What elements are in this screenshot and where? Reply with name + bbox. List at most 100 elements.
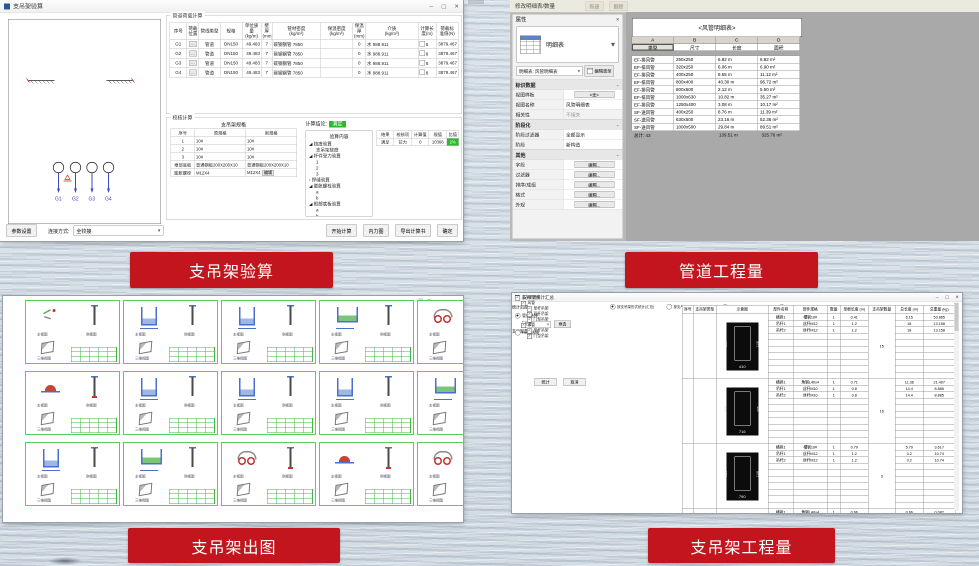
maximize-icon[interactable]: ▢ xyxy=(944,294,950,300)
connection-select[interactable]: 全铰接 ▾ xyxy=(73,225,164,236)
property-row[interactable]: 外观 编辑... xyxy=(512,199,623,210)
table-row[interactable]: G3… 管道 DN150 49.483 7 碳钢钢管 7850 0 水 988.911 8 387… xyxy=(169,58,459,68)
scrollbar-thumb[interactable] xyxy=(954,303,959,331)
property-row[interactable]: 视图名称 风管明细表 xyxy=(512,99,623,110)
property-row[interactable]: 阶段过滤器 全部显示 xyxy=(512,129,623,140)
tree-item[interactable]: ✓ 支吊架类型 xyxy=(515,295,541,301)
model-preview[interactable]: G1 G2 G3 G4 xyxy=(8,19,161,224)
tree-item[interactable]: ◢ 挠度验算 xyxy=(309,141,332,147)
schedule-column-header[interactable]: 长度 xyxy=(715,43,758,51)
tree-item[interactable]: b xyxy=(316,213,319,217)
property-row[interactable]: 视图样板 <无> xyxy=(512,89,623,100)
scrollbar[interactable] xyxy=(954,302,959,511)
drawing-sheet[interactable]: 主视图侧视图三维视图 xyxy=(25,442,120,506)
radio-icon[interactable] xyxy=(515,330,521,336)
edit-type-button[interactable]: 编辑类型 xyxy=(584,65,615,77)
property-group-header[interactable]: 其他 ⌄ xyxy=(512,149,623,160)
checkbox-icon[interactable]: ✓ xyxy=(527,306,532,312)
checkbox-icon[interactable]: ✓ xyxy=(515,295,520,301)
action-button[interactable]: 取消 xyxy=(563,378,586,386)
checkbox-icon[interactable]: ✓ xyxy=(527,312,532,317)
tree-item[interactable]: ✓ 单杆吊架 xyxy=(527,328,549,334)
property-group-header[interactable]: 阶段化 ⌄ xyxy=(512,119,623,130)
table-row[interactable]: EF-排风管 1250x400 3.08 m 10.17 m² xyxy=(631,100,802,109)
drawing-sheet[interactable]: 主视图侧视图三维视图 xyxy=(25,371,120,435)
table-row[interactable]: SF-送风管 630x500 23.16 m 52.36 m² xyxy=(631,115,802,124)
drawing-sheet[interactable]: 主视图侧视图三维视图 xyxy=(221,300,316,364)
pipe-load-table[interactable]: 序号 荷载 位置 管线类型 规格 单位质量 (kg/m) 壁厚 (mm) 管材密度 (kg/… xyxy=(169,22,459,78)
row-picker-button[interactable]: … xyxy=(188,69,197,76)
footer-button[interactable]: 开始计算 xyxy=(326,224,357,237)
schedule-selector[interactable]: 明细表: 风管明细表 ▾ xyxy=(516,66,583,76)
radio-icon[interactable] xyxy=(515,313,521,319)
edit-button[interactable]: 编辑... xyxy=(574,160,615,168)
drawing-sheet[interactable]: 主视图侧视图三维视图 xyxy=(221,371,316,435)
table-row[interactable]: 膨胀螺栓 M12X4 M12X4 编辑 xyxy=(170,168,297,177)
drawing-sheet[interactable]: 主视图侧视图三维视图 xyxy=(123,442,218,506)
tree-item[interactable]: ✓ 单杆吊架 xyxy=(527,306,549,312)
stat-mode-option[interactable]: 按支吊架形式统计(汇总) xyxy=(610,304,654,310)
property-row[interactable]: 相关性 不相关 xyxy=(512,109,623,120)
schedule-column-header[interactable]: 尺寸 xyxy=(673,43,716,51)
drawing-sheet[interactable]: 主视图侧视图三维视图 xyxy=(123,300,218,364)
checkbox-icon[interactable]: ✓ xyxy=(521,301,526,306)
footer-button[interactable]: 内力图 xyxy=(363,224,389,237)
drawing-sheet[interactable]: 主视图侧视图三维视图 xyxy=(319,442,414,506)
table-row[interactable]: 1 10# 10# xyxy=(170,136,297,145)
close-icon[interactable]: ✕ xyxy=(454,3,459,10)
tree-item[interactable]: 2 xyxy=(316,165,319,171)
table-row[interactable]: 3 10# 10# xyxy=(170,152,297,161)
drawing-sheet[interactable]: 主视图侧视图三维视图 xyxy=(319,371,414,435)
support-type-tree[interactable]: ✓ 支吊架类型 ✓ 风管 ✓ 单杆吊架 ✓ 双杆吊架 ✓ 门型吊架 ✓ 水管 ✓ 单杆吊架 ✓ 门型吊架 xyxy=(514,295,961,512)
tree-item[interactable]: 3 xyxy=(316,171,319,177)
table-row[interactable]: 2 10# 10# xyxy=(170,144,297,153)
checkbox-icon[interactable]: ✓ xyxy=(527,317,532,323)
support-spec-table[interactable]: 序号 原规格 新规格 1 10# 10# 2 10# 10# 3 10# 10# 根部底板 普通钢板200… xyxy=(170,128,297,177)
close-icon[interactable]: ✕ xyxy=(955,294,959,300)
edit-button[interactable]: 编辑... xyxy=(574,200,615,208)
drawing-sheet[interactable]: 主视图侧视图三维视图 xyxy=(221,442,316,506)
property-row[interactable]: 格式 编辑... xyxy=(512,189,623,200)
support-quantity-table[interactable]: 序号 支吊架类型 示意图 部件名称 部件规格 数量 单根长度 (m) 支吊架数量 总长度 (m)… xyxy=(682,305,956,513)
schedule-column-header[interactable]: 面积 xyxy=(757,43,800,51)
drawing-sheet[interactable]: 主视图侧视图三维视图 xyxy=(25,300,120,364)
tree-item[interactable]: ✓ 双杆吊架 xyxy=(527,311,549,317)
edit-button[interactable]: 编辑... xyxy=(574,180,615,188)
table-row[interactable]: SF-送风管 1000x500 29.84 m 89.51 m² xyxy=(631,123,802,131)
table-row[interactable]: G4… 管道 DN150 49.483 7 碳钢钢管 7850 0 水 988.911 8 387… xyxy=(169,67,459,78)
tree-item[interactable]: ◢ 根部底板验算 xyxy=(309,201,341,207)
row-picker-button[interactable]: … xyxy=(188,41,197,47)
check-content-tree[interactable]: 验算内容 ◢ 挠度验算 支吊架挠度 ◢ 杆件受力验算 1 2 3 › 焊缝验算 ◢ 膨胀螺栓验… xyxy=(305,130,373,217)
property-row[interactable]: 字段 编辑... xyxy=(512,159,623,170)
checkbox-icon[interactable]: ✓ xyxy=(527,334,532,339)
radio-icon[interactable] xyxy=(666,304,672,310)
table-row[interactable]: 根部底板 普通钢板200X200X10 普通钢板200X200X10 xyxy=(170,160,297,169)
edit-button[interactable]: 编辑... xyxy=(574,170,615,178)
tree-item[interactable]: 1 xyxy=(316,159,319,165)
table-row[interactable]: G1… 管道 DN150 49.483 7 碳钢钢管 7850 0 水 988.911 8 387… xyxy=(169,39,459,49)
ribbon-button[interactable]: 删除 xyxy=(609,1,629,11)
minimize-icon[interactable]: ─ xyxy=(935,294,939,300)
tree-item[interactable]: ✓ 风管 xyxy=(521,300,535,306)
footer-button[interactable]: 导出计算书 xyxy=(395,224,431,237)
table-row[interactable]: G2… 管道 DN150 49.483 7 碳钢钢管 7850 0 水 988.911 8 387… xyxy=(169,48,459,59)
tree-item[interactable]: ◢ 膨胀螺栓验算 xyxy=(309,183,341,189)
tree-item[interactable]: b xyxy=(316,195,319,201)
schedule-column-header[interactable]: 类型 xyxy=(631,43,674,51)
tree-item[interactable]: ◢ 杆件受力验算 xyxy=(309,153,341,159)
drawing-sheet[interactable]: 主视图侧视图三维视图 xyxy=(123,371,218,435)
edit-button[interactable]: 编辑 xyxy=(261,169,274,176)
property-group-header[interactable]: 标识数据 ⌄ xyxy=(512,79,623,90)
close-icon[interactable]: ✕ xyxy=(615,16,620,22)
property-row[interactable]: 过滤器 编辑... xyxy=(512,169,623,180)
row-picker-button[interactable]: … xyxy=(188,60,197,66)
minimize-icon[interactable]: ─ xyxy=(429,3,434,10)
tree-item[interactable]: 支吊架挠度 xyxy=(316,147,339,153)
checkbox-icon[interactable]: ✓ xyxy=(527,328,532,334)
tree-item[interactable]: ✓ 门型吊架 xyxy=(527,317,549,323)
checkbox-icon[interactable]: ✓ xyxy=(521,323,526,328)
